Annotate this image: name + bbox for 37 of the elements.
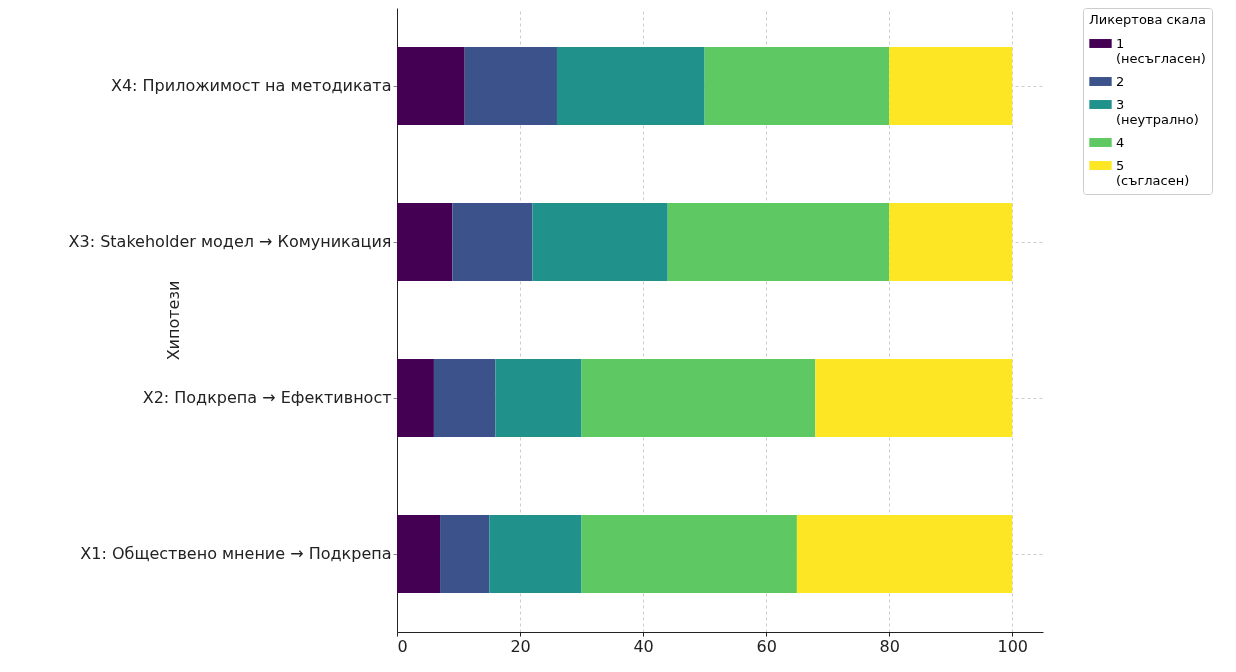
legend-label: 5 (съгласен) <box>1116 157 1190 188</box>
bar <box>452 203 533 281</box>
legend-label: 3 (неутрално) <box>1116 96 1199 127</box>
bar <box>464 47 557 125</box>
bar <box>556 47 705 125</box>
x-tick-label: 20 <box>510 636 531 656</box>
x-tick-label: 60 <box>756 636 777 656</box>
y-tick-label: X4: Приложимост на методиката <box>110 76 392 95</box>
bar <box>532 203 668 281</box>
legend-label: 1 (несъгласен) <box>1116 35 1206 66</box>
bar <box>796 515 1013 593</box>
bar <box>397 47 465 125</box>
bar <box>889 203 1013 281</box>
bar <box>704 47 890 125</box>
x-tick-label: 100 <box>997 636 1029 656</box>
bar <box>667 203 890 281</box>
bar <box>489 515 582 593</box>
bar <box>581 359 816 437</box>
y-axis-title: Хипотези <box>163 280 183 361</box>
bar <box>397 359 434 437</box>
bar <box>495 359 582 437</box>
bar <box>581 515 797 593</box>
y-tick-label: X1: Обществено мнение → Подкрепа <box>80 544 392 563</box>
bar <box>433 359 496 437</box>
y-tick-label: X2: Подкрепа → Ефективност <box>142 388 392 407</box>
y-tick-label: X3: Stakeholder модел → Комуникация <box>68 232 392 251</box>
x-tick-label: 80 <box>879 636 900 656</box>
bar <box>889 47 1013 125</box>
bar <box>397 203 453 281</box>
x-tick-label: 40 <box>633 636 654 656</box>
legend-title: Ликертова скала <box>1089 12 1206 27</box>
x-tick-label: 0 <box>397 636 408 656</box>
bar <box>440 515 490 593</box>
legend-label: 4 <box>1116 134 1125 150</box>
bar <box>815 359 1013 437</box>
legend-label: 2 <box>1116 73 1125 89</box>
bar <box>397 515 441 593</box>
